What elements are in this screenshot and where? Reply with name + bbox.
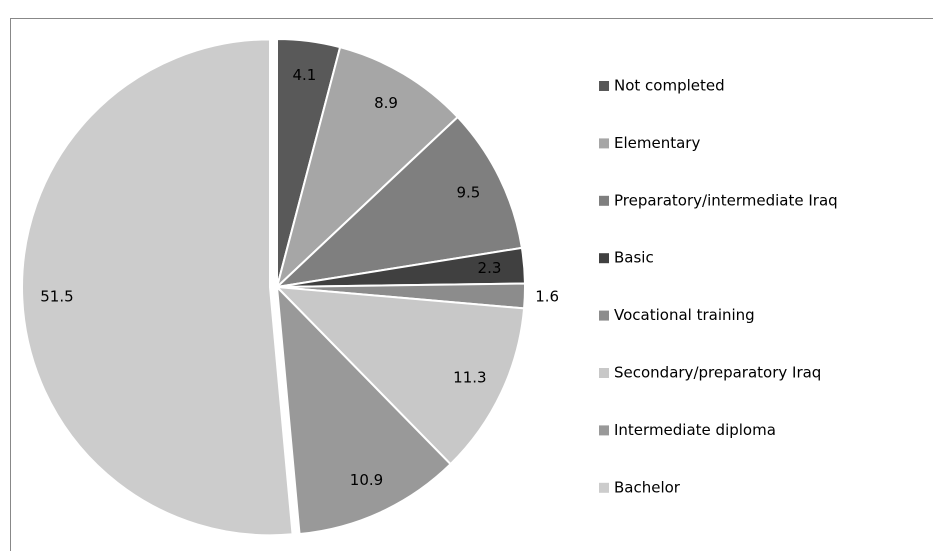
legend-label: Intermediate diploma xyxy=(614,421,776,439)
data-label: 10.9 xyxy=(350,471,383,489)
pie-slice xyxy=(21,38,294,537)
data-label: 2.3 xyxy=(478,259,502,277)
data-label: 4.1 xyxy=(292,66,316,84)
legend-label: Preparatory/intermediate Iraq xyxy=(614,191,838,209)
legend-label: Not completed xyxy=(614,77,725,95)
legend-label: Basic xyxy=(614,249,654,267)
legend-label: Bachelor xyxy=(614,478,681,496)
data-label: 51.5 xyxy=(40,288,73,306)
legend-swatch xyxy=(599,482,609,493)
legend-swatch xyxy=(599,195,609,206)
legend-swatch xyxy=(599,81,609,91)
legend-label: Elementary xyxy=(614,134,700,152)
chart-border xyxy=(10,18,933,551)
data-label: 9.5 xyxy=(456,183,480,201)
legend-swatch xyxy=(599,425,609,436)
data-label: 8.9 xyxy=(374,94,398,112)
pie-slice xyxy=(274,285,526,466)
legend-swatch xyxy=(599,310,609,321)
pie-slice xyxy=(273,115,524,289)
legend-swatch xyxy=(599,138,609,149)
pie-slice xyxy=(275,45,460,291)
legend-swatch xyxy=(599,253,609,264)
pie-slice xyxy=(275,284,452,536)
data-label: 11.3 xyxy=(453,369,486,387)
legend-label: Secondary/preparatory Iraq xyxy=(614,364,821,382)
legend-label: Vocational training xyxy=(614,306,755,324)
legend-swatch xyxy=(599,368,609,378)
data-label: 1.6 xyxy=(535,287,559,305)
